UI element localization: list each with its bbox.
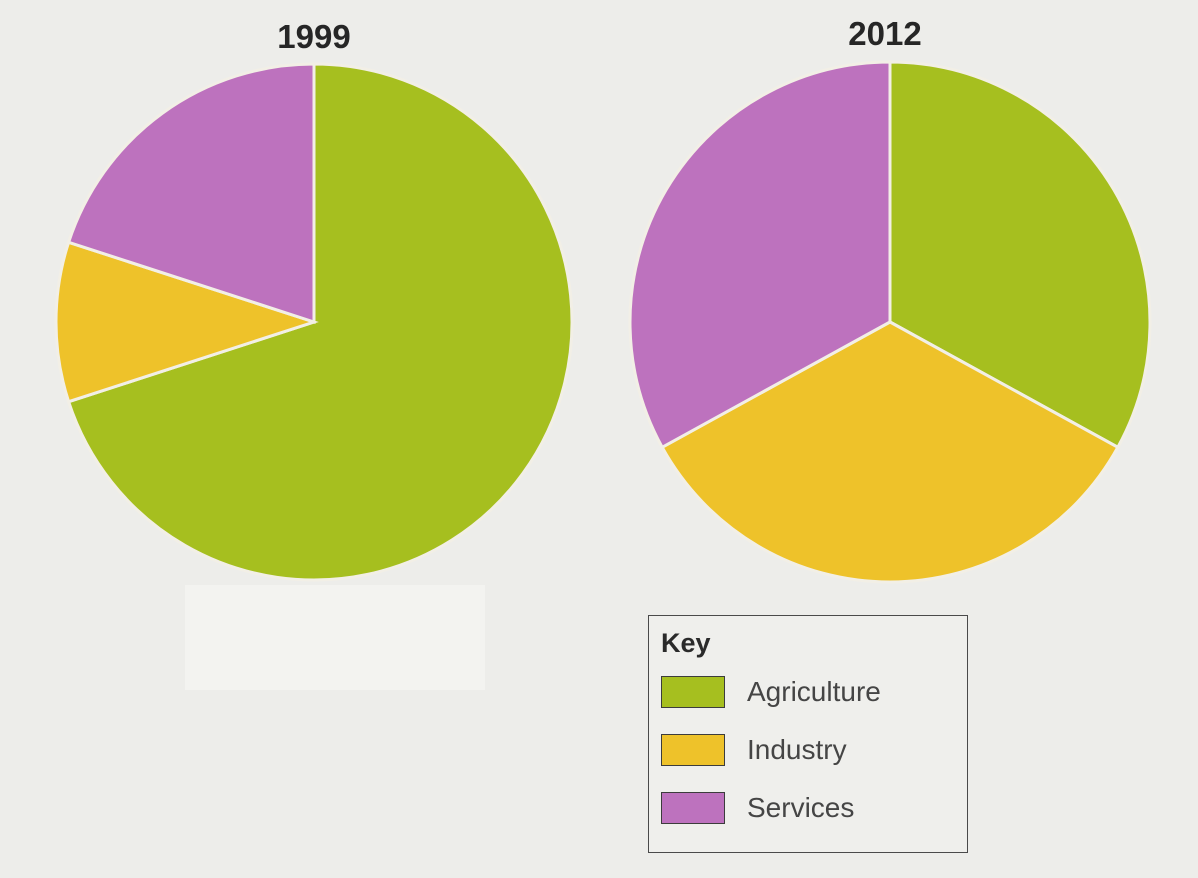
legend-item-industry: Industry <box>661 730 847 770</box>
pie-slice-1999-agriculture <box>66 62 574 582</box>
legend-item-agriculture: Agriculture <box>661 672 881 712</box>
pie-slice-2012-industry <box>660 320 1120 584</box>
pie-title-2012: 2012 <box>848 15 921 52</box>
legend: Key Agriculture Industry Services <box>648 615 968 853</box>
legend-label-services: Services <box>747 792 855 823</box>
background-patch <box>185 585 485 690</box>
legend-swatch-services <box>661 792 725 824</box>
legend-swatch-industry <box>661 734 725 766</box>
legend-item-services: Services <box>661 788 854 828</box>
pie-slice-2012-agriculture <box>888 60 1152 450</box>
legend-swatch-agriculture <box>661 676 725 708</box>
legend-title: Key <box>661 628 711 658</box>
pie-2012 <box>628 60 1152 584</box>
pie-slice-2012-services <box>628 60 892 450</box>
pie-slice-1999-services <box>66 62 316 325</box>
legend-label-industry: Industry <box>747 734 847 765</box>
pie-1999 <box>54 62 574 582</box>
pie-title-1999: 1999 <box>277 18 350 55</box>
legend-label-agriculture: Agriculture <box>747 676 881 707</box>
pie-slice-1999-industry <box>54 240 319 404</box>
